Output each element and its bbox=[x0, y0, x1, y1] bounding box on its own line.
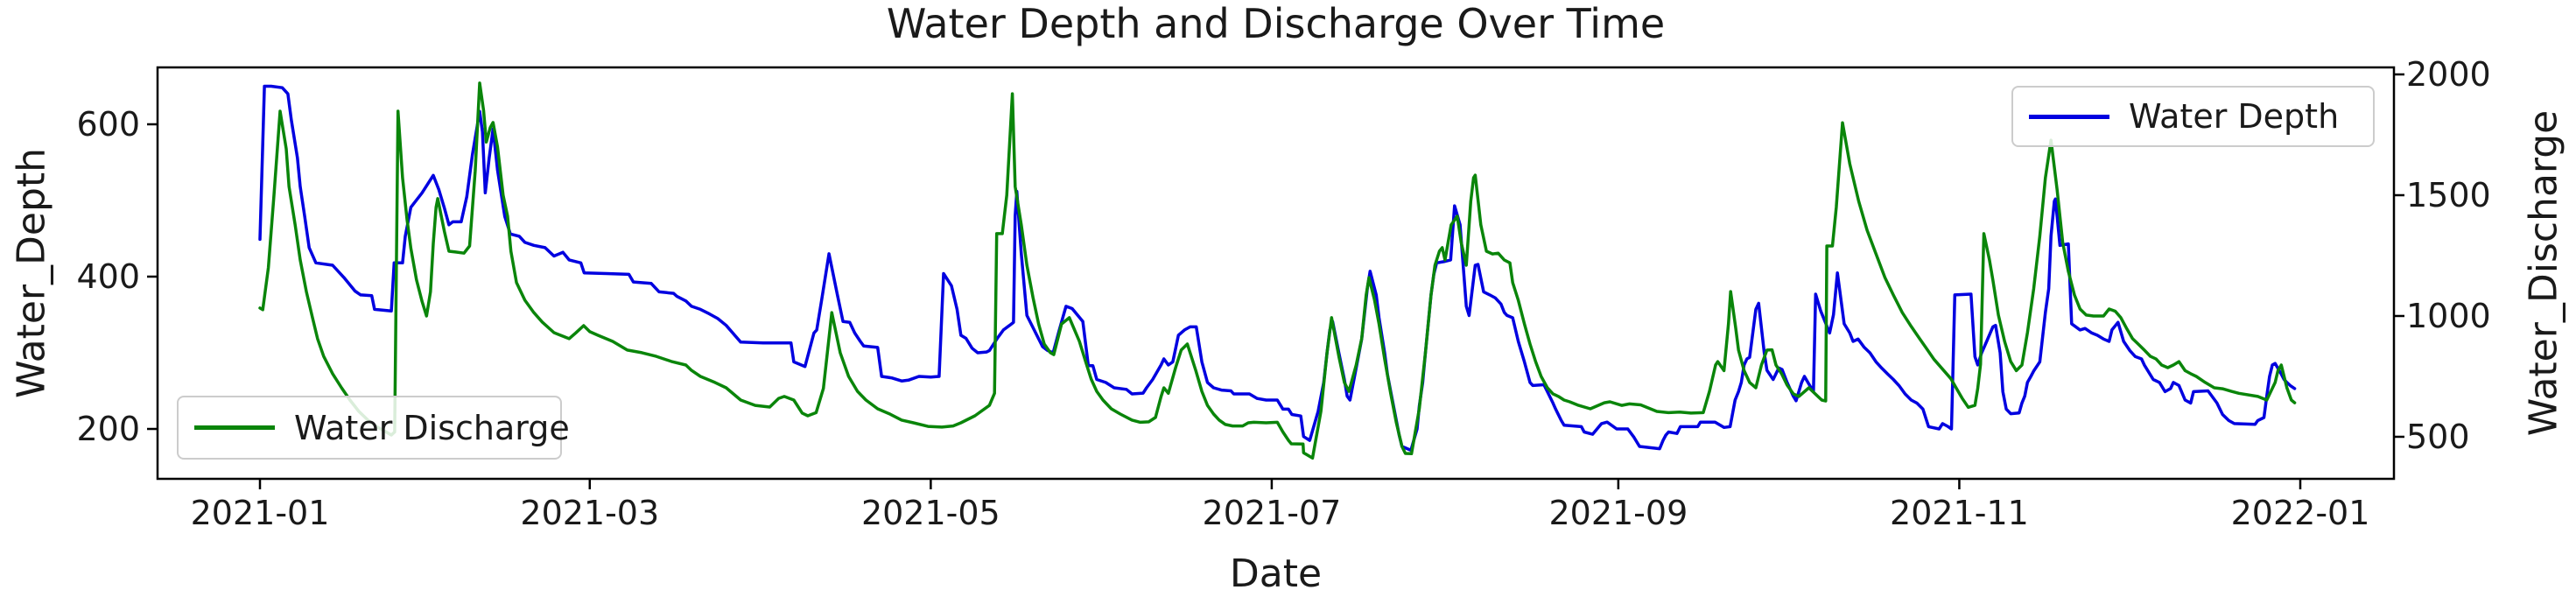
water-depth-line-swatch bbox=[2029, 114, 2109, 119]
legend-water-discharge-label: Water Discharge bbox=[294, 408, 570, 447]
x-tick-label: 2021-03 bbox=[520, 494, 660, 532]
x-tick-label: 2021-01 bbox=[190, 494, 330, 532]
y-tick-label-left: 400 bbox=[76, 257, 140, 296]
legend-water-depth-label: Water Depth bbox=[2129, 97, 2340, 136]
series-line-water-discharge bbox=[258, 81, 2297, 460]
x-tick-label: 2021-07 bbox=[1202, 494, 1342, 532]
x-tick-label: 2021-05 bbox=[860, 494, 1000, 532]
right-axis-label: Water_Discharge bbox=[2521, 109, 2566, 437]
y-tick-label-left: 200 bbox=[76, 410, 140, 448]
chart-title: Water Depth and Discharge Over Time bbox=[886, 0, 1666, 47]
legend-water-depth: Water Depth bbox=[2011, 86, 2375, 147]
y-tick-label-right: 1000 bbox=[2406, 296, 2491, 335]
y-tick-label-right: 1500 bbox=[2406, 175, 2491, 214]
y-tick-label-right: 500 bbox=[2406, 417, 2470, 456]
legend-water-discharge: Water Discharge bbox=[177, 396, 570, 460]
water-discharge-line-swatch bbox=[194, 425, 275, 430]
y-tick-label-left: 600 bbox=[76, 104, 140, 144]
x-tick-label: 2022-01 bbox=[2230, 494, 2370, 532]
x-axis-label: Date bbox=[1229, 551, 1323, 596]
plot-border bbox=[156, 66, 2396, 481]
y-tick-label-right: 2000 bbox=[2406, 55, 2491, 94]
x-tick-label: 2021-11 bbox=[1890, 494, 2029, 532]
x-tick-label: 2021-09 bbox=[1548, 494, 1688, 532]
